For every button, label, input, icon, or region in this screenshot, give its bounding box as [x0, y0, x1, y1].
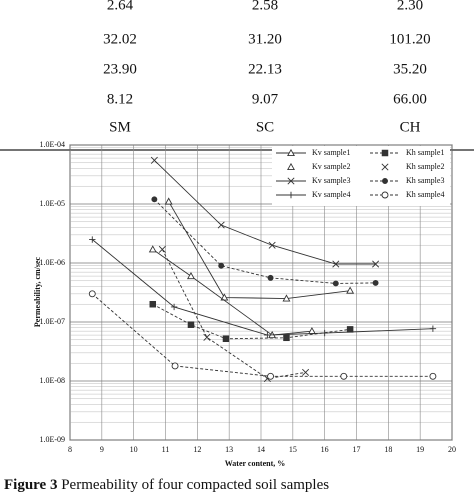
legend-label: Kv sample2 — [312, 162, 350, 171]
marker — [267, 372, 274, 380]
x-tick-label: 13 — [225, 445, 233, 454]
y-axis-label: Permeability, cm/sec — [33, 256, 42, 327]
marker — [149, 300, 157, 308]
marker — [150, 156, 158, 164]
marker — [164, 197, 173, 205]
marker — [218, 262, 225, 269]
table-cell: 2.30 — [397, 0, 423, 13]
x-tick-label: 15 — [289, 445, 297, 454]
x-tick-label: 12 — [193, 445, 201, 454]
marker — [267, 274, 274, 281]
y-tick-label: 1.0E-06 — [39, 258, 65, 267]
x-axis-label: Water content, % — [225, 459, 286, 468]
x-tick-label: 16 — [321, 445, 329, 454]
series-line — [152, 249, 312, 336]
marker — [346, 286, 355, 294]
legend-label: Kh sample2 — [406, 162, 444, 171]
marker — [307, 327, 316, 335]
marker — [340, 372, 348, 380]
table-cell: 8.12 — [107, 91, 133, 107]
marker — [264, 331, 271, 339]
x-tick-label: 8 — [68, 445, 72, 454]
caption-text: Permeability of four compacted soil samp… — [61, 477, 329, 493]
marker — [372, 260, 380, 268]
series-line — [161, 249, 306, 380]
marker — [268, 241, 276, 249]
table-cell: SM — [109, 119, 131, 135]
marker — [429, 372, 437, 380]
table-cell: SC — [256, 119, 274, 135]
marker — [171, 362, 179, 370]
x-tick-label: 10 — [130, 445, 138, 454]
table-cell: 31.20 — [248, 31, 282, 47]
marker — [151, 196, 158, 203]
marker — [203, 333, 211, 341]
y-tick-label: 1.0E-08 — [39, 376, 65, 385]
legend-box — [272, 146, 450, 206]
marker — [217, 221, 225, 229]
caption-label: Figure 3 — [4, 477, 57, 493]
marker — [287, 191, 295, 199]
y-tick-label: 1.0E-04 — [39, 140, 65, 149]
legend-label: Kh sample1 — [406, 148, 444, 157]
series-line — [91, 239, 433, 336]
marker — [88, 290, 96, 298]
table-cell: CH — [400, 119, 421, 135]
marker — [187, 321, 195, 328]
marker — [158, 245, 166, 253]
table-cell: 22.13 — [248, 61, 282, 77]
marker — [287, 177, 295, 185]
table-cell: 9.07 — [252, 91, 279, 107]
marker — [332, 280, 339, 287]
x-tick-label: 9 — [100, 445, 104, 454]
legend-label: Kv sample4 — [312, 190, 350, 199]
marker — [89, 236, 96, 243]
marker — [283, 334, 290, 342]
table-cell: 32.02 — [103, 31, 137, 47]
marker — [287, 148, 295, 157]
marker — [382, 178, 388, 184]
marker — [222, 335, 230, 343]
x-tick-label: 17 — [353, 445, 361, 454]
marker — [187, 271, 195, 280]
table-cell: 35.20 — [393, 61, 427, 77]
marker — [287, 162, 295, 171]
x-tick-label: 19 — [416, 445, 424, 454]
legend-label: Kv sample1 — [312, 148, 350, 157]
legend-label: Kv sample3 — [312, 176, 350, 185]
marker — [170, 303, 178, 311]
x-tick-label: 14 — [257, 445, 265, 454]
table-cell: 2.58 — [252, 0, 278, 13]
y-tick-label: 1.0E-07 — [39, 317, 65, 326]
legend-label: Kh sample3 — [406, 176, 444, 185]
legend-label: Kh sample4 — [406, 190, 444, 199]
x-tick-label: 11 — [162, 445, 170, 454]
marker — [282, 294, 291, 302]
marker — [302, 368, 310, 376]
marker — [381, 191, 389, 199]
marker — [372, 279, 379, 286]
marker — [321, 329, 328, 337]
y-tick-label: 1.0E-09 — [39, 435, 65, 444]
series-line — [154, 199, 376, 284]
marker — [332, 260, 340, 268]
series-line — [168, 201, 351, 299]
marker — [148, 245, 157, 253]
table-cell: 2.64 — [107, 0, 134, 13]
x-tick-label: 20 — [448, 445, 456, 454]
marker — [381, 163, 389, 171]
table-cell: 66.00 — [393, 91, 427, 107]
caption: Figure 3 Permeability of four compacted … — [4, 477, 329, 493]
x-tick-label: 18 — [384, 445, 392, 454]
table-cell: 101.20 — [389, 31, 430, 47]
marker — [346, 326, 354, 333]
table-cell: 23.90 — [103, 61, 137, 77]
marker — [429, 325, 437, 332]
y-tick-label: 1.0E-05 — [39, 199, 65, 208]
marker — [381, 149, 389, 157]
